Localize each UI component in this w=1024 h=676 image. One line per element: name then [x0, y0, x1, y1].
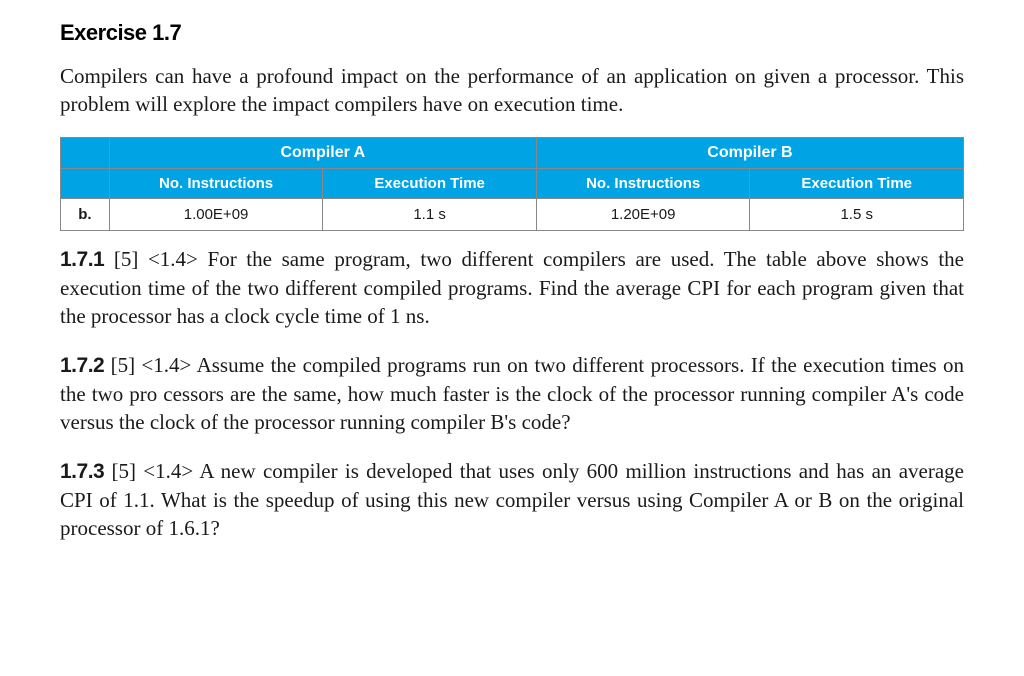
cell-instr-b: 1.20E+09	[536, 198, 750, 230]
table-corner2	[61, 168, 110, 198]
table-group-a: Compiler A	[109, 137, 536, 168]
q3-meta: [5] <1.4>	[112, 459, 194, 483]
cell-exec-b: 1.5 s	[750, 198, 964, 230]
col-instructions-b: No. Instructions	[536, 168, 750, 198]
question-1: 1.7.1 [5] <1.4> For the same program, tw…	[60, 245, 964, 331]
q1-number: 1.7.1	[60, 248, 104, 271]
col-exectime-b: Execution Time	[750, 168, 964, 198]
cell-exec-a: 1.1 s	[323, 198, 537, 230]
exercise-title: Exercise 1.7	[60, 20, 964, 46]
cell-instr-a: 1.00E+09	[109, 198, 323, 230]
table-corner	[61, 137, 110, 168]
q3-number: 1.7.3	[60, 460, 104, 483]
q2-meta: [5] <1.4>	[111, 353, 192, 377]
intro-paragraph: Compilers can have a profound impact on …	[60, 62, 964, 119]
q2-text: Assume the compiled programs run on two …	[60, 353, 964, 435]
question-3: 1.7.3 [5] <1.4> A new compiler is develo…	[60, 457, 964, 543]
row-label: b.	[61, 198, 110, 230]
col-exectime-a: Execution Time	[323, 168, 537, 198]
question-2: 1.7.2 [5] <1.4> Assume the compiled prog…	[60, 351, 964, 437]
table-group-b: Compiler B	[536, 137, 963, 168]
table-header-groups: Compiler A Compiler B	[61, 137, 964, 168]
table-header-cols: No. Instructions Execution Time No. Inst…	[61, 168, 964, 198]
compiler-table: Compiler A Compiler B No. Instructions E…	[60, 137, 964, 231]
q3-text: A new compiler is developed that uses on…	[60, 459, 964, 541]
table-row: b. 1.00E+09 1.1 s 1.20E+09 1.5 s	[61, 198, 964, 230]
q1-meta: [5] <1.4>	[114, 247, 198, 271]
col-instructions-a: No. Instructions	[109, 168, 323, 198]
q2-number: 1.7.2	[60, 354, 104, 377]
